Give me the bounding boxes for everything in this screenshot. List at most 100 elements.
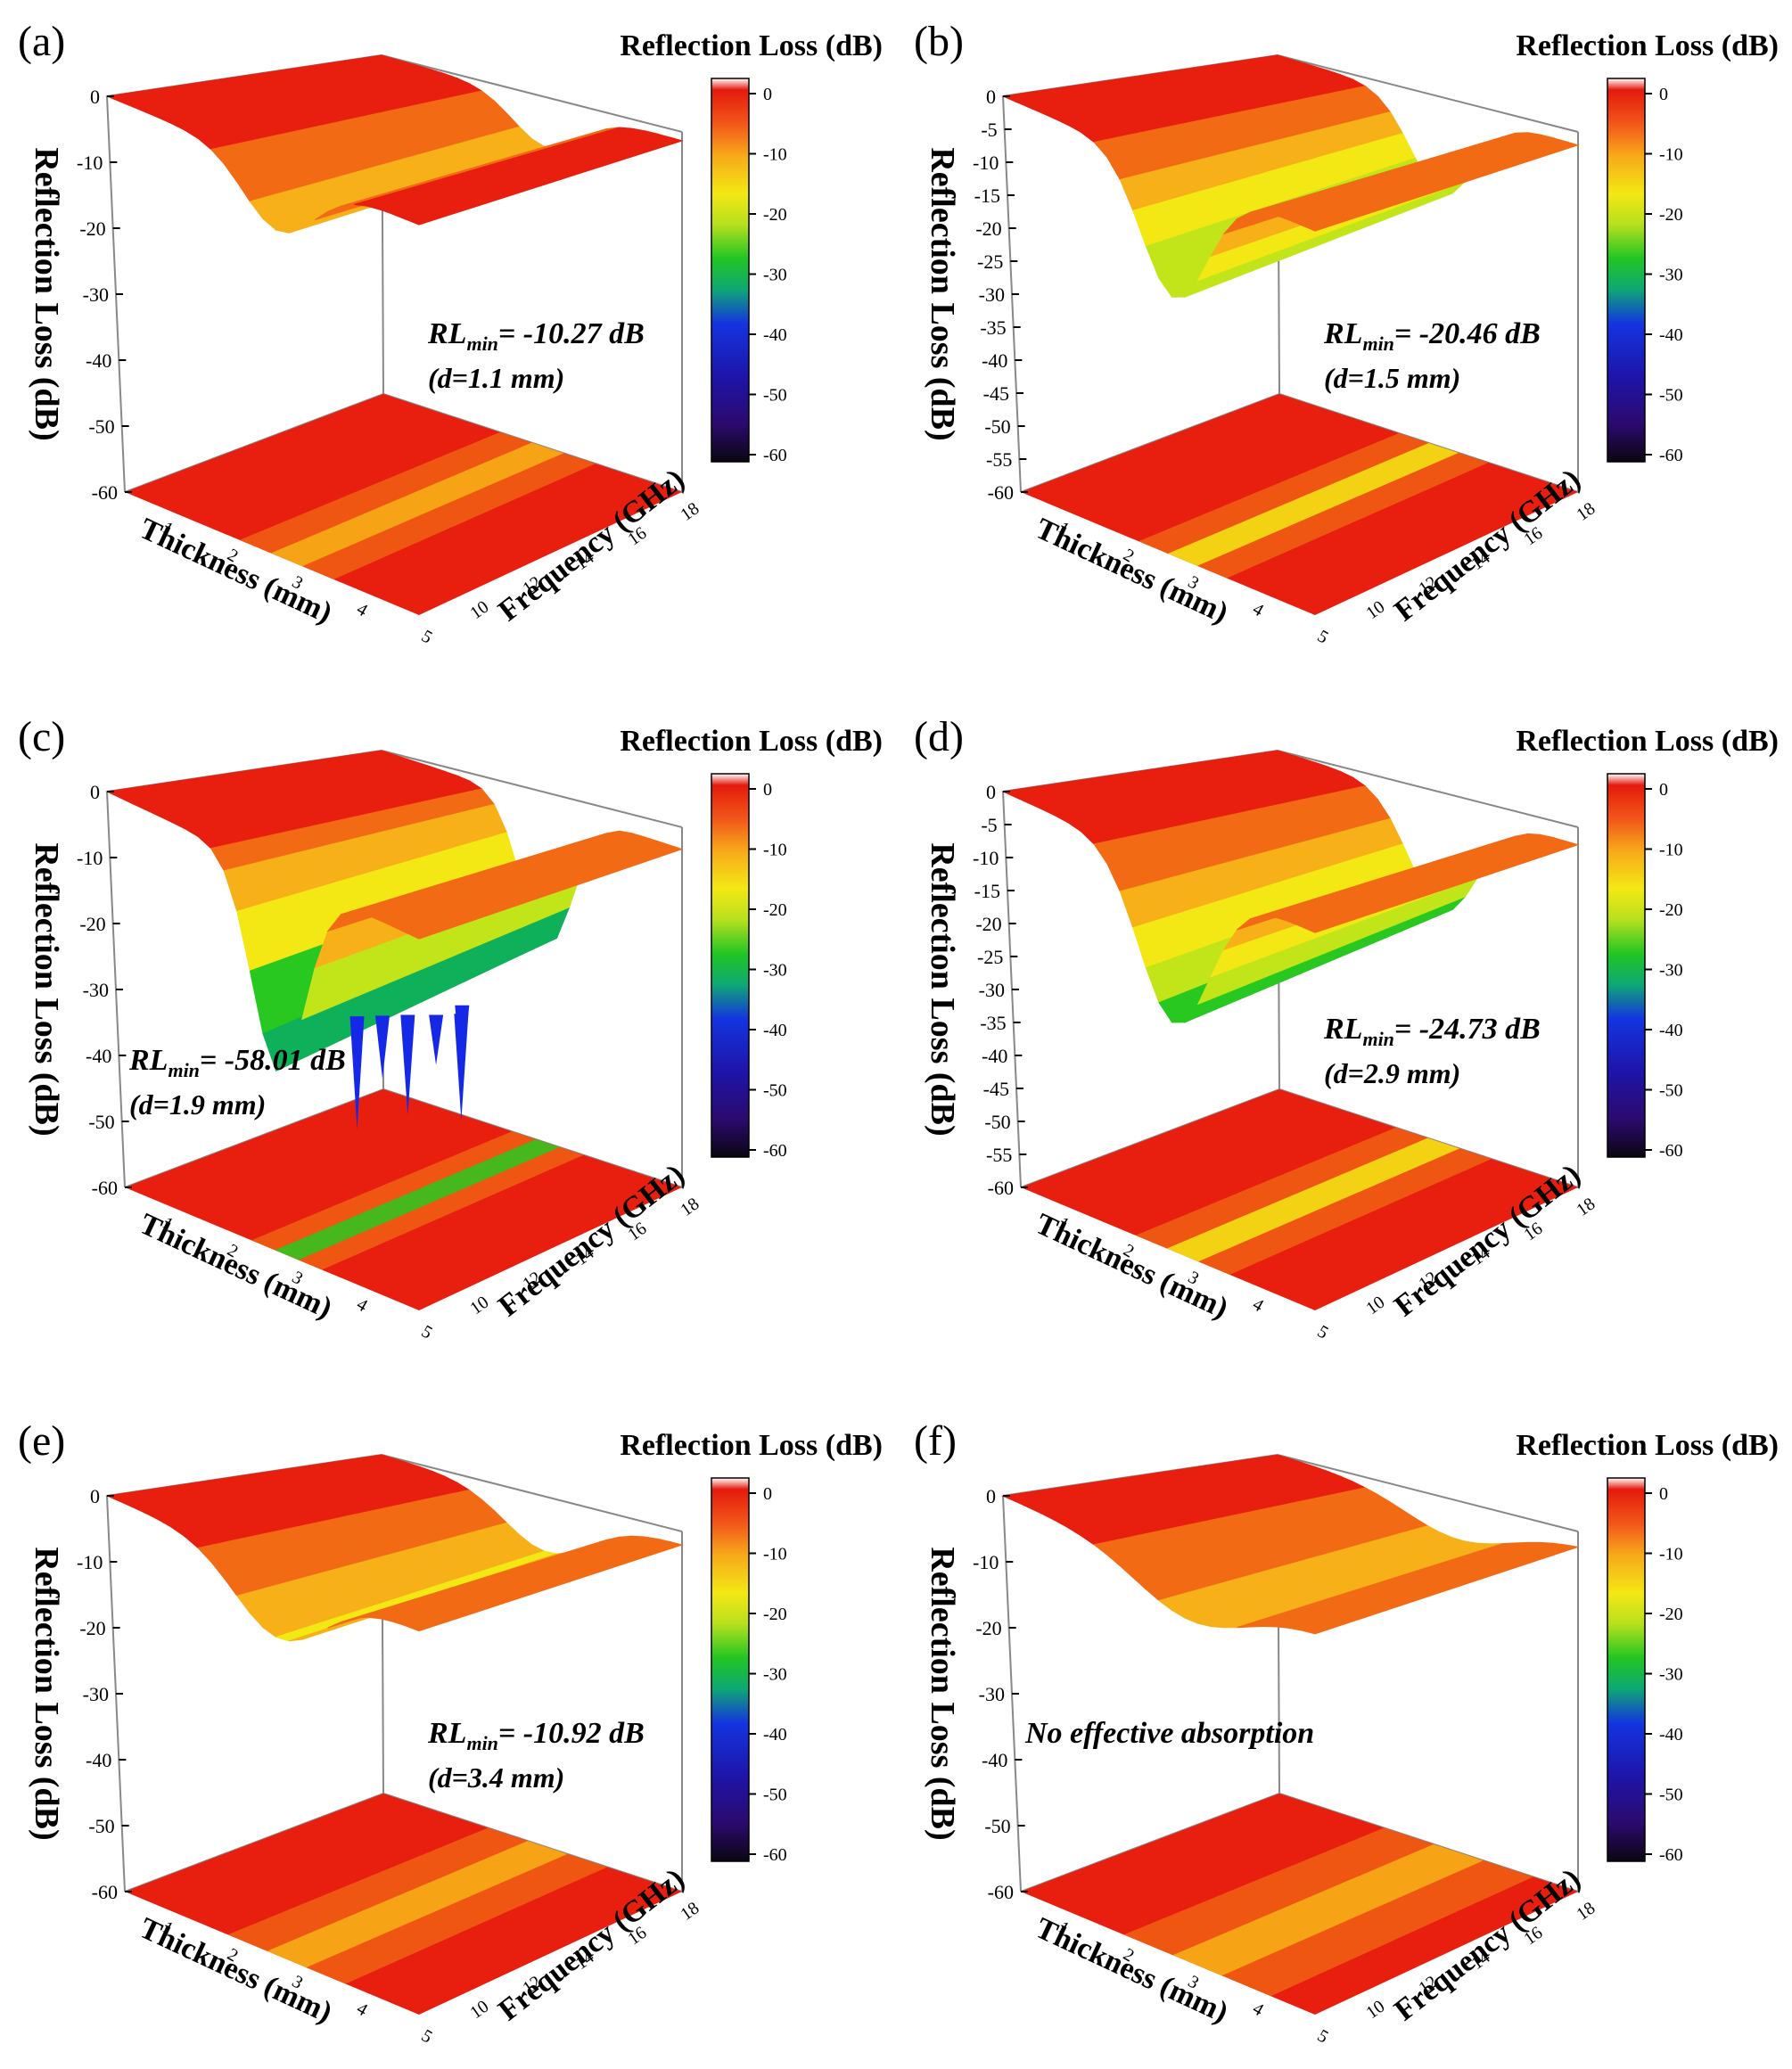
panel-f: 0 -10 -20 -30 -40 -50 -60 Reflection Loss (dB) 1…: [914, 1417, 1779, 2048]
frequency-tick-label: 18: [1573, 1898, 1599, 1924]
z-tick-label: -60: [92, 1177, 118, 1199]
z-axis: 0 -10 -20 -30 -40 -50 -60: [77, 1485, 132, 1903]
rlmin-symbol: RL: [128, 1044, 168, 1077]
spike: [349, 1016, 365, 1129]
z-tick-label: -60: [988, 481, 1014, 504]
z-tick-label: 0: [986, 781, 996, 803]
colorbar-tick-label: 0: [1659, 1484, 1668, 1504]
z-tick-label: -40: [982, 1749, 1007, 1771]
colorbar-tick-label: -40: [763, 1725, 787, 1745]
colorbar-tick-label: -30: [763, 1665, 787, 1685]
z-tick-label: -20: [975, 1617, 1001, 1639]
colorbar-tick-label: -10: [1659, 1545, 1683, 1564]
panel-d: 0 -5 -10 -15 -20 -25 -30 -35 -40 -45 -50 -55 -60 Refl…: [914, 713, 1779, 1343]
rlmin-value: = -20.46 dB: [1394, 317, 1541, 350]
z-axis-title: Reflection Loss (dB): [924, 1547, 961, 1840]
z-axis-title: Reflection Loss (dB): [924, 147, 961, 440]
frame-line: [1277, 1454, 1579, 1532]
floor-band-inner: [270, 442, 564, 567]
z-tick-label: -50: [88, 1111, 114, 1133]
z-tick-label: -5: [981, 814, 997, 836]
rlmin-value: = -10.92 dB: [498, 1717, 645, 1750]
rlmin-value: = -10.27 dB: [498, 317, 645, 350]
colorbar-tick-label: -50: [763, 1786, 787, 1805]
thickness-tick-label: 4: [353, 1294, 371, 1316]
surface-strip: [404, 1540, 684, 1632]
z-tick-label: -35: [980, 1012, 1006, 1034]
panel-label: (d): [914, 713, 964, 760]
panel-b: 0 -5 -10 -15 -20 -25 -30 -35 -40 -45 -50 -55 -60 Refl…: [914, 18, 1779, 648]
z-axis: 0 -10 -20 -30 -40 -50 -60: [77, 86, 132, 504]
colorbar-title: Reflection Loss (dB): [1516, 1429, 1779, 1462]
frame-line: [1277, 750, 1579, 828]
colorbar-tick-label: -60: [763, 1845, 787, 1865]
surface-strip: [404, 136, 684, 226]
thickness-tick-label: 5: [1314, 2026, 1332, 2048]
colorbar-tick-label: -30: [763, 266, 787, 285]
z-tick-label: -35: [980, 316, 1006, 339]
colorbar: [711, 773, 750, 1158]
frequency-tick-label: 10: [466, 1997, 492, 2023]
z-tick-label: -40: [86, 1749, 111, 1771]
colorbar-tick-label: -60: [1659, 1141, 1683, 1161]
colorbar: [1607, 78, 1646, 463]
thickness-tick-label: 4: [1249, 1294, 1267, 1316]
frequency-tick-label: 10: [1362, 597, 1388, 623]
floor-band-inner: [275, 1139, 560, 1260]
z-tick-label: -30: [83, 283, 109, 306]
z-tick-label: -30: [83, 1683, 109, 1705]
colorbar-tick-label: -30: [1659, 266, 1683, 285]
colorbar-tick-label: -20: [763, 1605, 787, 1624]
frequency-tick-label: 18: [677, 1898, 703, 1924]
z-tick-label: -40: [86, 1045, 111, 1067]
z-tick-label: -10: [77, 1551, 103, 1573]
colorbar-tick-label: -50: [1659, 386, 1683, 406]
spike: [455, 1005, 470, 1081]
floor-band-inner: [267, 1841, 568, 1968]
colorbar-tick-label: -50: [763, 1081, 787, 1101]
colorbar: [711, 1477, 750, 1862]
z-axis-title: Reflection Loss (dB): [28, 147, 65, 440]
rlmin-thickness: (d=1.1 mm): [428, 362, 564, 394]
z-tick-label: -10: [973, 152, 999, 174]
z-tick-label: 0: [90, 1485, 100, 1507]
z-tick-label: -45: [983, 382, 1009, 405]
rlmin-thickness: (d=1.9 mm): [129, 1088, 266, 1121]
colorbar-tick-label: -40: [1659, 325, 1683, 345]
z-tick-label: -45: [983, 1078, 1009, 1100]
z-axis: 0 -10 -20 -30 -40 -50 -60: [973, 1485, 1028, 1903]
colorbar-tick-label: -40: [1659, 1725, 1683, 1745]
thickness-tick-label: 5: [418, 1322, 436, 1343]
rlmin-value: = -24.73 dB: [1394, 1013, 1541, 1046]
colorbar-tick-label: -20: [763, 900, 787, 920]
frequency-tick-label: 10: [1362, 1997, 1388, 2023]
rlmin-thickness: (d=3.4 mm): [428, 1761, 564, 1794]
rlmin-symbol: RL: [1323, 317, 1362, 350]
panel-c: 0 -10 -20 -30 -40 -50 -60 Reflection Loss (dB) 1…: [18, 713, 883, 1343]
z-axis: 0 -10 -20 -30 -40 -50 -60: [77, 781, 132, 1199]
rlmin-subscript: min: [466, 333, 497, 355]
rlmin-symbol: No effective absorption: [1024, 1717, 1314, 1750]
z-tick-label: -25: [977, 250, 1003, 273]
frame-line: [1277, 54, 1579, 133]
spike: [374, 1015, 390, 1079]
frequency-tick-label: 18: [1573, 1194, 1599, 1219]
colorbar-title: Reflection Loss (dB): [1516, 725, 1779, 758]
colorbar-tick-label: -10: [763, 145, 787, 165]
colorbar: [1607, 773, 1646, 1158]
rlmin-annotation: RLmin= -20.46 dB: [1323, 317, 1541, 355]
surface-strip: [1300, 1544, 1579, 1635]
z-tick-label: -20: [79, 913, 105, 935]
z-tick-label: -50: [984, 1815, 1010, 1837]
colorbar-tick-label: 0: [763, 780, 772, 800]
surface-strip: [405, 844, 684, 940]
z-tick-label: -30: [979, 283, 1005, 306]
panel-label: (b): [914, 18, 964, 65]
thickness-tick-label: 4: [353, 599, 371, 620]
rlmin-value: = -58.01 dB: [200, 1044, 346, 1077]
panel-label: (f): [914, 1417, 957, 1465]
surface-spikes: [349, 1005, 470, 1129]
rlmin-annotation: RLmin= -24.73 dB: [1323, 1013, 1541, 1050]
z-tick-label: -50: [88, 1815, 114, 1837]
z-tick-label: -30: [979, 979, 1005, 1001]
